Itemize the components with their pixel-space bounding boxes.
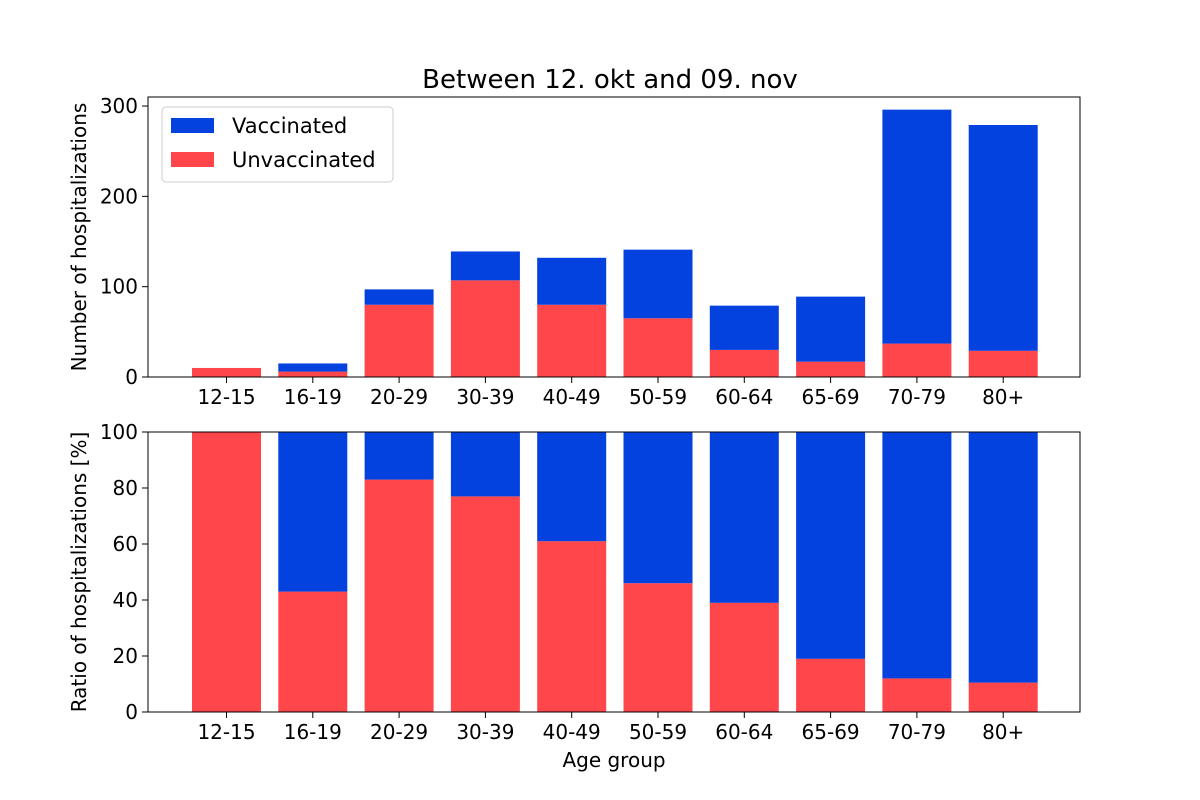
bottom-x-tick-label: 40-49 — [543, 720, 601, 744]
bottom-x-tick-label: 65-69 — [802, 720, 860, 744]
top-x-tick-label: 80+ — [982, 385, 1024, 409]
top-x-tick-label: 50-59 — [629, 385, 687, 409]
top-bar-unvaccinated-16-19 — [278, 371, 348, 377]
bottom-bar-unvaccinated-80+ — [968, 682, 1038, 712]
top-bar-unvaccinated-30-39 — [450, 280, 520, 377]
bottom-chart-bars — [192, 432, 1038, 712]
bottom-chart-y-ticks: 0 20 40 60 80 100 — [100, 420, 148, 724]
top-bar-unvaccinated-70-79 — [882, 343, 952, 377]
top-y-tick-label: 100 — [100, 275, 138, 299]
bottom-bar-vaccinated-50-59 — [623, 432, 693, 584]
bottom-chart-x-axis-label: Age group — [562, 748, 665, 772]
top-chart-frame — [147, 96, 1081, 378]
bottom-bar-unvaccinated-12-15 — [192, 432, 261, 712]
bottom-y-tick-label: 80 — [113, 476, 138, 500]
bottom-y-tick-label: 20 — [113, 644, 138, 668]
top-x-tick-label: 60-64 — [715, 385, 773, 409]
top-x-tick-label: 16-19 — [284, 385, 342, 409]
legend-swatch-unvaccinated — [171, 152, 214, 167]
top-bar-unvaccinated-60-64 — [709, 349, 779, 377]
legend: Vaccinated Unvaccinated — [161, 106, 394, 183]
top-bar-unvaccinated-20-29 — [364, 304, 434, 377]
top-y-tick-label: 200 — [100, 184, 138, 208]
top-bar-vaccinated-50-59 — [623, 249, 693, 319]
bottom-bar-vaccinated-65-69 — [796, 432, 866, 659]
top-x-tick-label: 70-79 — [888, 385, 946, 409]
legend-label-vaccinated: Vaccinated — [232, 114, 347, 138]
bottom-y-tick-label: 40 — [113, 588, 138, 612]
bottom-bar-unvaccinated-50-59 — [623, 583, 693, 712]
top-x-tick-label: 30-39 — [456, 385, 514, 409]
top-bar-vaccinated-65-69 — [796, 296, 866, 362]
bottom-bar-vaccinated-20-29 — [364, 432, 434, 480]
legend-box — [161, 106, 394, 183]
bottom-x-tick-label: 70-79 — [888, 720, 946, 744]
top-bar-vaccinated-40-49 — [537, 257, 607, 305]
top-bar-unvaccinated-50-59 — [623, 318, 693, 377]
bottom-chart-y-axis-label: Ratio of hospitalizations [%] — [67, 432, 91, 713]
bottom-x-tick-label: 50-59 — [629, 720, 687, 744]
bottom-bar-unvaccinated-30-39 — [450, 496, 520, 712]
top-chart-y-axis-label: Number of hospitalizations — [67, 103, 91, 372]
bottom-x-tick-label: 12-15 — [197, 720, 255, 744]
bottom-y-tick-label: 0 — [125, 700, 138, 724]
bottom-bar-vaccinated-16-19 — [278, 432, 348, 592]
top-bar-vaccinated-20-29 — [364, 289, 434, 305]
top-y-tick-label: 0 — [125, 365, 138, 389]
top-chart-title: Between 12. okt and 09. nov — [422, 65, 798, 95]
bottom-bar-vaccinated-60-64 — [709, 432, 779, 603]
top-x-tick-label: 20-29 — [370, 385, 428, 409]
top-chart-y-ticks: 0 100 200 300 — [100, 94, 148, 389]
bottom-x-tick-label: 80+ — [982, 720, 1024, 744]
bottom-y-tick-label: 60 — [113, 532, 138, 556]
bottom-chart: 0 20 40 60 80 100 12-15 16-19 20-29 30-39 40-49 50… — [67, 420, 1081, 772]
top-y-tick-label: 300 — [100, 94, 138, 118]
bottom-x-tick-label: 30-39 — [456, 720, 514, 744]
top-bar-unvaccinated-80+ — [968, 350, 1038, 377]
top-x-tick-label: 40-49 — [543, 385, 601, 409]
top-bar-unvaccinated-12-15 — [192, 367, 261, 377]
bottom-bar-unvaccinated-40-49 — [537, 541, 607, 712]
bottom-x-tick-label: 16-19 — [284, 720, 342, 744]
top-x-tick-label: 12-15 — [197, 385, 255, 409]
bottom-bar-vaccinated-30-39 — [450, 432, 520, 497]
bottom-bar-unvaccinated-65-69 — [796, 658, 866, 712]
top-bar-vaccinated-60-64 — [709, 305, 779, 350]
top-bar-vaccinated-16-19 — [278, 363, 348, 372]
top-chart-bars — [192, 109, 1038, 377]
top-chart-x-ticks: 12-15 16-19 20-29 30-39 40-49 50-59 60-64 65-69… — [197, 377, 1024, 409]
top-bar-vaccinated-70-79 — [882, 109, 952, 344]
bottom-bar-vaccinated-80+ — [968, 432, 1038, 683]
top-bar-unvaccinated-40-49 — [537, 304, 607, 377]
bottom-x-tick-label: 20-29 — [370, 720, 428, 744]
top-x-tick-label: 65-69 — [802, 385, 860, 409]
bottom-bar-unvaccinated-60-64 — [709, 602, 779, 712]
bottom-bar-unvaccinated-20-29 — [364, 479, 434, 712]
bottom-bar-vaccinated-40-49 — [537, 432, 607, 542]
legend-swatch-vaccinated — [171, 118, 214, 133]
bottom-bar-unvaccinated-70-79 — [882, 678, 952, 712]
bottom-chart-x-ticks: 12-15 16-19 20-29 30-39 40-49 50-59 60-64 65-69… — [197, 712, 1024, 744]
top-bar-vaccinated-80+ — [968, 125, 1038, 351]
bottom-bar-unvaccinated-16-19 — [278, 591, 348, 712]
bottom-x-tick-label: 60-64 — [715, 720, 773, 744]
bottom-chart-frame — [147, 431, 1081, 713]
bottom-y-tick-label: 100 — [100, 420, 138, 444]
top-chart: Between 12. okt and 09. nov 0 100 200 300 1… — [67, 65, 1081, 409]
legend-label-unvaccinated: Unvaccinated — [232, 148, 376, 172]
top-bar-vaccinated-30-39 — [450, 251, 520, 281]
top-bar-unvaccinated-65-69 — [796, 361, 866, 377]
bottom-bar-vaccinated-70-79 — [882, 432, 952, 679]
